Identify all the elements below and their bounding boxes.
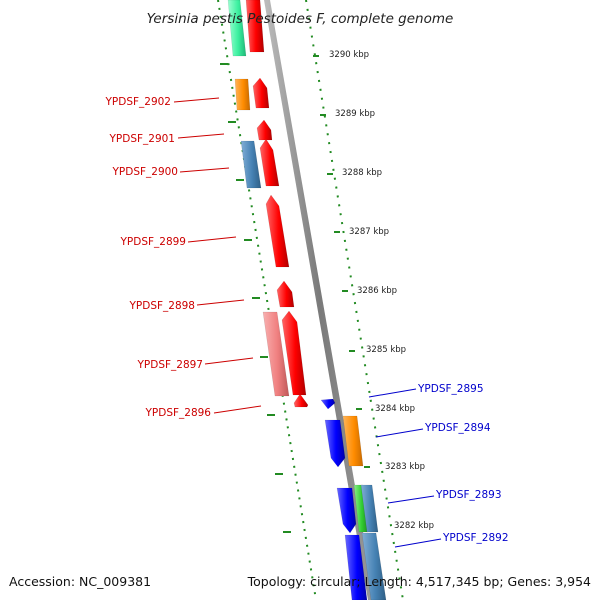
steelblue-feature-2892 (361, 532, 387, 600)
gene-label[interactable]: YPDSF_2896 (144, 407, 211, 419)
scale-label: 3289 kbp (335, 109, 375, 119)
gene-arrow-2893 (336, 487, 357, 534)
forward-features (227, 0, 309, 408)
gene-arrow-2897 (281, 310, 307, 396)
scale-label: 3282 kbp (394, 521, 434, 531)
gene-arrow-2894 (324, 419, 346, 468)
gene-arrow-2900 (259, 138, 280, 187)
gene-label[interactable]: YPDSF_2892 (442, 532, 509, 544)
gene-label[interactable]: YPDSF_2895 (417, 383, 484, 395)
scale-labels: 3290 kbp 3289 kbp 3288 kbp 3287 kbp 3286… (329, 50, 434, 531)
scale-label: 3285 kbp (366, 345, 406, 355)
gene-label[interactable]: YPDSF_2900 (111, 166, 178, 178)
steelblue-feature-2893 (360, 484, 379, 533)
leader-lines-right (368, 388, 442, 548)
genome-summary-text: Topology: circular; Length: 4,517,345 bp… (247, 574, 591, 589)
accession-text: Accession: NC_009381 (9, 574, 151, 589)
gene-arrow-2901 (256, 119, 273, 141)
scale-label: 3286 kbp (357, 286, 397, 296)
orange-feature-2894 (342, 415, 364, 467)
gene-label[interactable]: YPDSF_2901 (108, 133, 175, 145)
scale-label: 3287 kbp (349, 227, 389, 237)
reverse-features (320, 398, 387, 600)
gene-arrow-2896 (293, 393, 309, 408)
pink-feature-2897 (262, 311, 290, 397)
gene-arrow-2892 (344, 534, 368, 600)
track-band (226, 0, 402, 600)
gene-arrow-top (245, 0, 265, 53)
gene-label[interactable]: YPDSF_2899 (119, 236, 186, 248)
scale-label: 3283 kbp (385, 462, 425, 472)
gene-label[interactable]: YPDSF_2898 (128, 300, 195, 312)
steelblue-feature-2900 (240, 140, 262, 189)
scale-label: 3288 kbp (342, 168, 382, 178)
map-title: Yersinia pestis Pestoides F, complete ge… (147, 11, 454, 27)
orange-feature-2902 (234, 78, 251, 111)
scale-label: 3290 kbp (329, 50, 369, 60)
inner-major-ticks (220, 63, 291, 533)
gene-label[interactable]: YPDSF_2902 (104, 96, 171, 108)
gene-arrow-2895 (320, 398, 336, 410)
gene-labels-left: YPDSF_2902 YPDSF_2901 YPDSF_2900 YPDSF_2… (104, 96, 211, 419)
leader-lines-left (173, 97, 262, 414)
gene-arrow-2902 (252, 77, 270, 109)
gene-labels-right: YPDSF_2895 YPDSF_2894 YPDSF_2893 YPDSF_2… (417, 383, 509, 544)
gene-arrow-2898 (276, 280, 295, 308)
gene-label[interactable]: YPDSF_2893 (435, 489, 502, 501)
gene-label[interactable]: YPDSF_2894 (424, 422, 491, 434)
scale-label: 3284 kbp (375, 404, 415, 414)
gene-label[interactable]: YPDSF_2897 (136, 359, 203, 371)
aqua-feature (227, 0, 247, 57)
gene-arrow-2899 (265, 194, 290, 268)
